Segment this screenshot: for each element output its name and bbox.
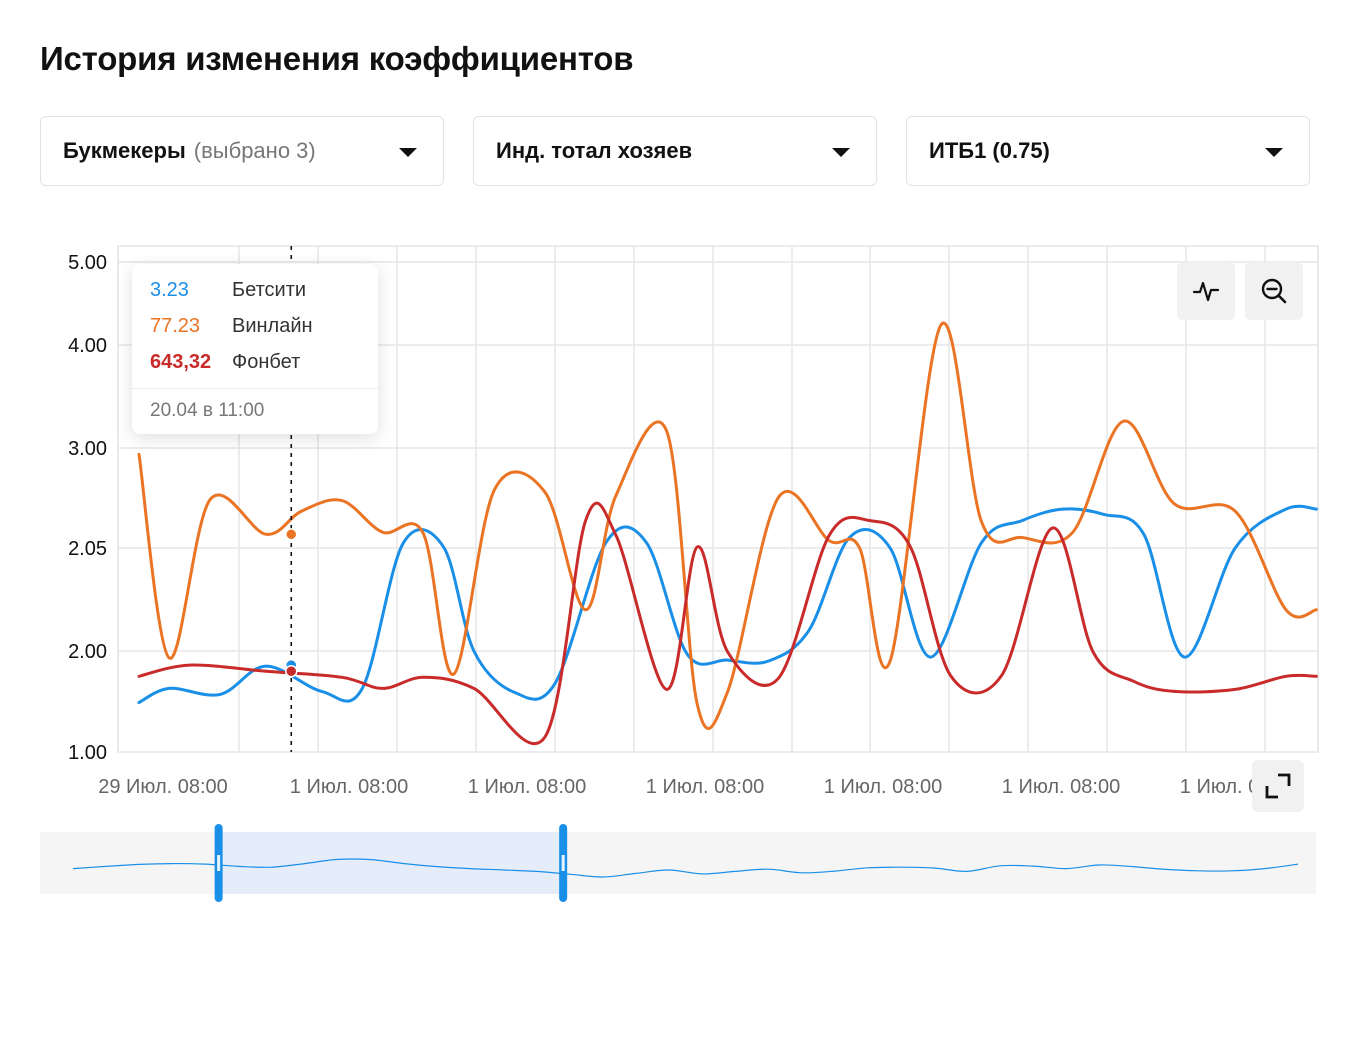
outcome-label: ИТБ1 (0.75) [929,138,1050,163]
page-title: История изменения коэффициентов [40,40,634,77]
market-label: Инд. тотал хозяев [496,138,693,163]
chart-series [137,321,1318,746]
tooltip-value: 3.23 [150,278,189,301]
bookmakers-selected-count: (выбрано 3) [193,138,316,163]
y-axis-ticks: 5.00 4.00 3.00 2.05 2.00 1.00 [68,252,107,764]
market-dropdown[interactable]: Инд. тотал хозяев [473,116,877,186]
series-line-Винлайн [137,321,1318,730]
navigator-overview-line [72,858,1299,878]
y-tick-label: 3.00 [68,438,107,460]
x-axis-ticks: 29 Июл. 08:00 1 Июл. 08:00 1 Июл. 08:00 1 И… [98,776,1298,798]
y-tick-label: 5.00 [68,252,107,274]
x-tick-label: 1 Июл. 08:00 [1002,776,1120,798]
bookmakers-dropdown[interactable]: Букмекеры (выбрано 3) [40,116,444,186]
chart-grid [117,245,1319,753]
chevron-down-icon [1265,148,1283,157]
outcome-dropdown[interactable]: ИТБ1 (0.75) [906,116,1310,186]
fullscreen-icon [1265,773,1291,799]
fullscreen-button[interactable] [1252,760,1304,812]
y-tick-label: 2.00 [68,641,107,663]
navigator-chart[interactable] [40,824,1316,902]
tooltip-date: 20.04 в 11:00 [150,400,265,421]
cursor-point-Винлайн [285,528,298,541]
x-tick-label: 1 Июл. 08:00 [646,776,764,798]
navigator-selection[interactable] [218,832,564,894]
navigator-right-handle[interactable] [559,824,568,902]
tooltip-value: 643,32 [150,350,212,373]
tooltip-row: 3.23 Бетсити [150,277,306,303]
cursor-point-Фонбет [285,664,298,678]
line-mode-button[interactable] [1177,262,1235,320]
x-tick-label: 1 Июл. 08:00 [824,776,942,798]
y-tick-label: 4.00 [68,335,107,357]
tooltip-bookmaker: Винлайн [232,314,313,337]
x-tick-label: 1 Июл. 08:00 [468,776,586,798]
tooltip-row: 77.23 Винлайн [150,313,313,339]
navigator-left-handle[interactable] [214,824,223,902]
chevron-down-icon [399,148,417,157]
tooltip-row: 643,32 Фонбет [150,349,300,375]
x-tick-label: 1 Июл. 08:00 [290,776,408,798]
handle-grip [217,855,221,871]
chevron-down-icon [832,148,850,157]
series-line-Фонбет [137,501,1318,746]
tooltip-value: 77.23 [150,314,201,337]
activity-icon [1192,281,1220,302]
y-tick-label: 1.00 [68,742,107,764]
zoom-out-icon [1261,278,1287,304]
zoom-out-button[interactable] [1245,262,1303,320]
tooltip-bookmaker: Фонбет [232,350,301,373]
x-tick-label: 29 Июл. 08:00 [98,776,228,798]
handle-grip [561,855,565,871]
chart-tooltip: 3.23 Бетсити 77.23 Винлайн 643,32 Фонбет… [132,264,378,434]
tooltip-divider [132,388,378,389]
y-tick-label: 2.05 [68,538,107,560]
tooltip-bookmaker: Бетсити [232,278,307,301]
series-line-Бетсити [137,504,1318,704]
bookmakers-label: Букмекеры [63,138,186,163]
range-navigator[interactable] [40,824,1316,902]
